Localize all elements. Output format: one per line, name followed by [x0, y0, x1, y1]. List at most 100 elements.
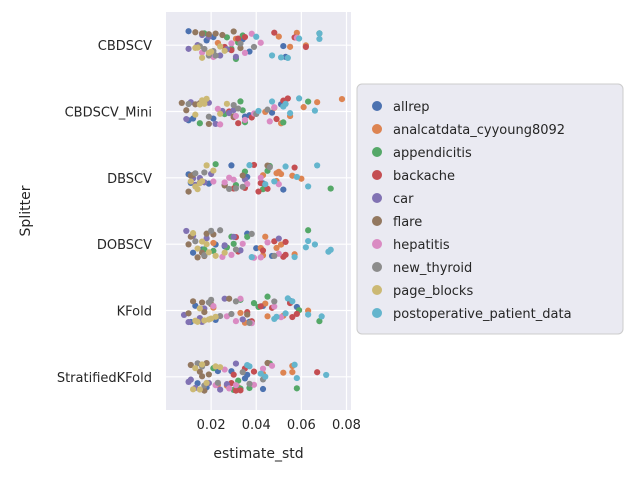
data-point-new_thyroid	[205, 113, 212, 120]
data-point-allrep	[189, 249, 197, 256]
data-point-page_blocks	[212, 313, 219, 320]
data-point-flare	[205, 120, 212, 128]
data-point-car	[226, 109, 233, 117]
data-point-postoperative_patient_data	[296, 95, 303, 102]
data-point-backache	[282, 251, 289, 258]
data-point-page_blocks	[203, 241, 210, 248]
data-point-hepatitis	[277, 314, 285, 321]
data-points	[178, 28, 346, 394]
data-point-postoperative_patient_data	[291, 253, 298, 261]
data-point-postoperative_patient_data	[282, 100, 289, 107]
data-point-page_blocks	[212, 363, 219, 370]
data-point-hepatitis	[271, 104, 278, 111]
data-point-analcatdata_cyyoung8092	[277, 241, 285, 248]
data-point-new_thyroid	[235, 105, 242, 112]
y-axis-title: Splitter	[18, 185, 34, 236]
data-point-hepatitis	[210, 178, 217, 185]
data-point-flare	[212, 30, 219, 37]
data-point-backache	[282, 238, 289, 246]
data-point-flare	[226, 295, 233, 302]
data-point-postoperative_patient_data	[296, 35, 303, 42]
data-point-new_thyroid	[250, 43, 258, 51]
data-point-hepatitis	[257, 174, 264, 181]
data-point-appendicitis	[237, 98, 244, 105]
data-point-new_thyroid	[237, 40, 244, 47]
data-point-backache	[273, 115, 280, 123]
legend-label: analcatdata_cyyoung8092	[393, 123, 565, 138]
data-point-hepatitis	[271, 303, 278, 310]
data-point-new_thyroid	[228, 310, 235, 318]
data-point-allrep	[228, 162, 235, 169]
data-point-car	[230, 233, 237, 240]
data-point-new_thyroid	[192, 170, 199, 177]
data-point-car	[203, 235, 210, 242]
data-point-page_blocks	[223, 100, 231, 107]
data-point-flare	[189, 298, 197, 305]
data-point-car	[232, 360, 240, 367]
legend-label: postoperative_patient_data	[393, 307, 572, 322]
legend-marker	[372, 285, 382, 295]
data-point-postoperative_patient_data	[255, 107, 262, 115]
data-point-page_blocks	[192, 111, 199, 118]
data-point-analcatdata_cyyoung8092	[275, 33, 282, 40]
data-point-appendicitis	[293, 385, 300, 392]
data-point-flare	[194, 254, 201, 261]
data-point-page_blocks	[189, 230, 197, 237]
data-point-new_thyroid	[208, 227, 215, 234]
data-point-appendicitis	[264, 293, 271, 300]
data-point-analcatdata_cyyoung8092	[293, 29, 300, 36]
data-point-postoperative_patient_data	[262, 181, 269, 188]
data-point-new_thyroid	[217, 227, 224, 234]
x-tick-label: 0.02	[197, 418, 226, 433]
plot-area	[166, 12, 351, 410]
data-point-backache	[235, 120, 242, 127]
data-point-allrep	[194, 380, 201, 387]
data-point-postoperative_patient_data	[293, 374, 300, 382]
legend-marker	[372, 262, 382, 272]
data-point-allrep	[185, 28, 192, 35]
y-tick-label: DOBSCV	[97, 238, 152, 253]
data-point-car	[217, 386, 224, 393]
data-point-new_thyroid	[212, 52, 219, 59]
legend-marker	[372, 193, 382, 203]
data-point-hepatitis	[232, 318, 240, 325]
y-tick-label: CBDSCV	[98, 39, 152, 54]
data-point-hepatitis	[257, 39, 264, 46]
data-point-new_thyroid	[232, 246, 240, 253]
data-point-postoperative_patient_data	[248, 254, 255, 261]
data-point-flare	[201, 308, 208, 316]
data-point-analcatdata_cyyoung8092	[273, 170, 280, 177]
data-point-backache	[314, 369, 321, 376]
data-point-page_blocks	[210, 167, 217, 174]
data-point-postoperative_patient_data	[282, 310, 289, 317]
data-point-appendicitis	[196, 120, 203, 127]
data-point-flare	[185, 241, 192, 248]
data-point-postoperative_patient_data	[305, 183, 312, 190]
data-point-new_thyroid	[201, 169, 208, 176]
legend-label: car	[393, 192, 414, 207]
data-point-flare	[239, 172, 246, 179]
data-point-allrep	[280, 42, 287, 50]
data-point-new_thyroid	[185, 100, 192, 108]
data-point-analcatdata_cyyoung8092	[338, 95, 346, 103]
data-point-backache	[250, 368, 258, 375]
legend-marker	[372, 239, 382, 249]
data-point-hepatitis	[217, 121, 224, 128]
data-point-flare	[205, 31, 212, 38]
x-tick-labels: 0.02 0.04 0.06 0.08	[197, 418, 361, 433]
data-point-postoperative_patient_data	[305, 311, 312, 318]
data-point-appendicitis	[280, 119, 287, 126]
data-point-appendicitis	[305, 98, 312, 105]
data-point-postoperative_patient_data	[244, 362, 251, 369]
data-point-postoperative_patient_data	[246, 162, 253, 169]
data-point-analcatdata_cyyoung8092	[280, 369, 287, 376]
data-point-postoperative_patient_data	[284, 295, 291, 302]
data-point-page_blocks	[201, 100, 208, 107]
data-point-analcatdata_cyyoung8092	[262, 300, 269, 307]
data-point-flare	[230, 28, 237, 35]
data-point-backache	[271, 238, 278, 245]
data-point-backache	[255, 188, 262, 195]
data-point-page_blocks	[192, 365, 199, 372]
data-point-car	[221, 295, 228, 302]
